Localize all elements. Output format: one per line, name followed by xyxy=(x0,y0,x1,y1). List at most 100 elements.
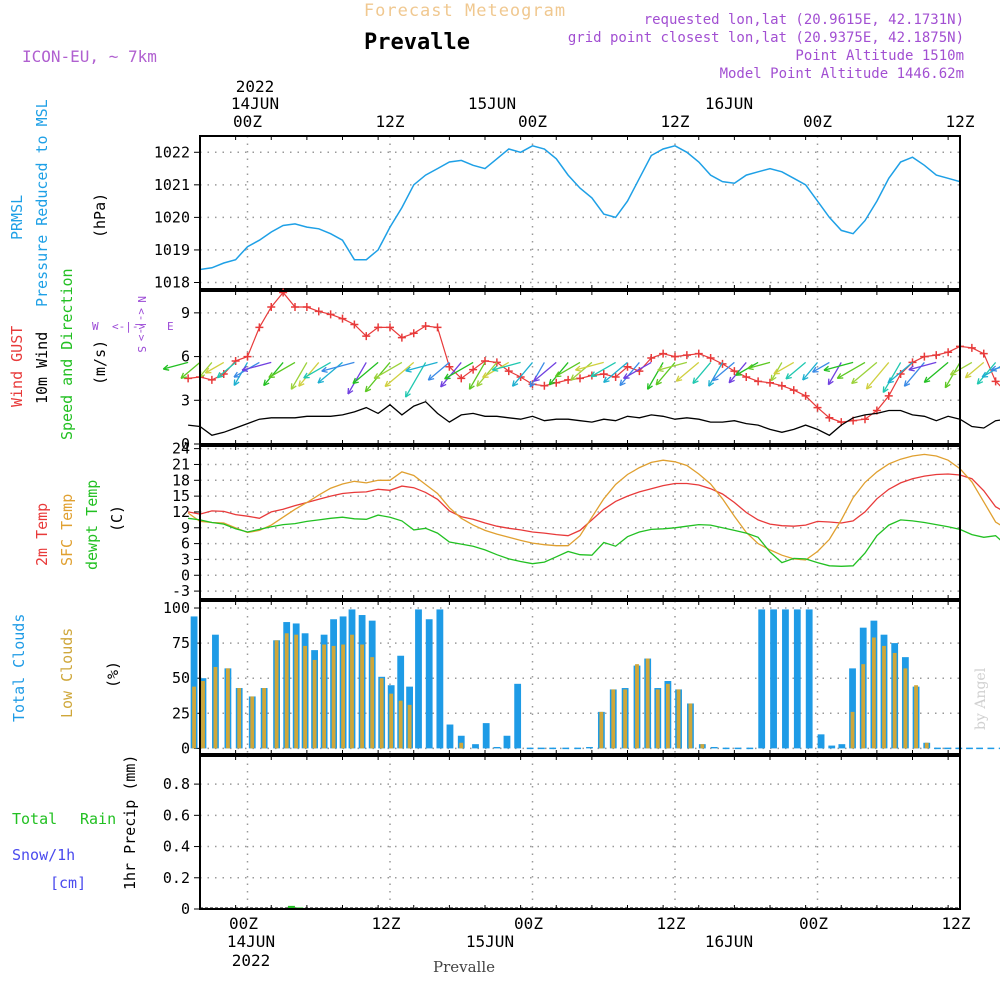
gust-marker xyxy=(694,349,703,358)
low-cloud-bar xyxy=(861,664,866,749)
bottom-tick-label: 12Z xyxy=(942,914,971,933)
top-tick-label: 12Z xyxy=(946,112,975,131)
gust-marker xyxy=(374,323,383,332)
wind-arrowhead xyxy=(444,373,451,380)
wind-arrowhead xyxy=(570,374,577,381)
gust-marker xyxy=(979,349,988,358)
wind-arrowhead xyxy=(352,377,359,385)
wind-arrow xyxy=(492,361,521,371)
low-cloud-bar xyxy=(370,657,375,749)
low-cloud-bar xyxy=(303,645,307,749)
panel-2: 0 3 6 9 xyxy=(162,288,1000,453)
wind-arrow xyxy=(590,361,616,378)
wind-arrowhead xyxy=(785,373,792,380)
gust-marker xyxy=(291,303,299,312)
wind-arrow xyxy=(981,365,1000,378)
wind-arrowhead xyxy=(887,377,894,384)
gust-marker xyxy=(730,367,739,376)
low-cloud-bar xyxy=(635,664,639,749)
gust-marker xyxy=(706,354,715,363)
wind-arrowhead xyxy=(590,371,598,378)
low-cloud-bar xyxy=(645,658,650,749)
gust-marker xyxy=(766,378,774,387)
low-cloud-bar xyxy=(201,681,205,749)
pct-label: (%) xyxy=(104,661,122,688)
top-tick-label: 00Z xyxy=(518,112,547,131)
total-cloud-bar xyxy=(793,609,801,749)
gust-marker xyxy=(801,391,810,400)
wind-arrow xyxy=(619,361,640,386)
low-cloud-bar xyxy=(294,634,299,749)
footer-location: Prevalle xyxy=(433,958,495,976)
low-cloud-bar xyxy=(237,688,242,749)
wind-arrowhead xyxy=(290,383,297,390)
wind-arrowhead xyxy=(712,374,719,382)
gust-marker xyxy=(718,359,727,368)
point-altitude: Point Altitude 1510m xyxy=(795,48,964,64)
y-tick-label: 1018 xyxy=(154,273,190,291)
wind-arrowhead xyxy=(233,371,241,378)
total-cloud-bar xyxy=(457,735,465,749)
gust-marker xyxy=(682,351,691,360)
low-cloud-bar xyxy=(924,742,929,749)
wind-arrow xyxy=(990,366,1000,371)
wind-arrow xyxy=(708,362,724,387)
wind-arrow xyxy=(692,361,712,384)
low-cloud-bar xyxy=(322,644,326,749)
panel-border xyxy=(199,135,961,290)
wind-arrow xyxy=(965,361,985,379)
dewpt-line xyxy=(188,514,1000,567)
wind-arrow xyxy=(233,362,249,386)
total-cloud-bar xyxy=(493,746,501,749)
total-cloud-bar xyxy=(770,609,777,749)
gust-marker xyxy=(231,356,240,365)
wind-arrowhead xyxy=(162,364,170,371)
y-tick-label: 0.2 xyxy=(163,869,190,887)
gust-marker xyxy=(314,307,323,316)
gust-marker xyxy=(647,354,656,363)
model-name: ICON-EU, ~ 7km xyxy=(22,47,157,66)
low-cloud-bar xyxy=(665,683,670,749)
wind-arrowhead xyxy=(373,373,381,380)
bottom-tick-label: 00Z xyxy=(799,914,828,933)
wind-arrow xyxy=(427,361,450,381)
rain-bar xyxy=(287,905,295,909)
gust-marker xyxy=(825,413,834,422)
ms-label: (m/s) xyxy=(91,340,109,385)
y-tick-label: 24 xyxy=(172,440,190,458)
wind-arrow xyxy=(712,361,735,382)
wind-arrowhead xyxy=(675,375,683,382)
bottom-tick-label: 00Z xyxy=(514,914,543,933)
wind-arrowhead xyxy=(908,365,915,372)
bottom-date-1: 14JUN xyxy=(227,932,275,951)
y-tick-label: 6 xyxy=(181,348,190,366)
gust-marker xyxy=(920,352,929,361)
wind-arrowhead xyxy=(440,380,447,388)
total-cloud-bar xyxy=(415,609,422,749)
wind-arrowhead xyxy=(827,378,834,386)
low-cloud-bar xyxy=(872,637,876,749)
gust-marker xyxy=(884,391,893,400)
location-title: Prevalle xyxy=(364,30,470,55)
gust-marker xyxy=(777,381,786,390)
sfc-temp-line xyxy=(187,453,1000,561)
low-cloud-bar xyxy=(882,645,886,749)
wind-arrowhead xyxy=(882,386,889,393)
y-tick-label: 0.6 xyxy=(163,806,190,824)
low-clouds-label: Low Clouds xyxy=(58,628,76,718)
wind-arrow xyxy=(647,362,664,390)
gust-marker xyxy=(754,377,763,386)
total-cloud-bar xyxy=(817,734,825,749)
wind-arrow xyxy=(290,362,308,390)
low-cloud-bar xyxy=(903,668,908,749)
gust-marker xyxy=(397,333,406,342)
wind-arrow xyxy=(747,361,771,369)
panel-border xyxy=(199,600,961,755)
low-cloud-bar xyxy=(389,693,394,749)
wind-arrowhead xyxy=(298,380,305,387)
gust-marker xyxy=(932,351,941,360)
top-year: 2022 xyxy=(236,77,275,96)
gust-marker xyxy=(457,374,466,383)
wind-arrow xyxy=(533,361,557,382)
